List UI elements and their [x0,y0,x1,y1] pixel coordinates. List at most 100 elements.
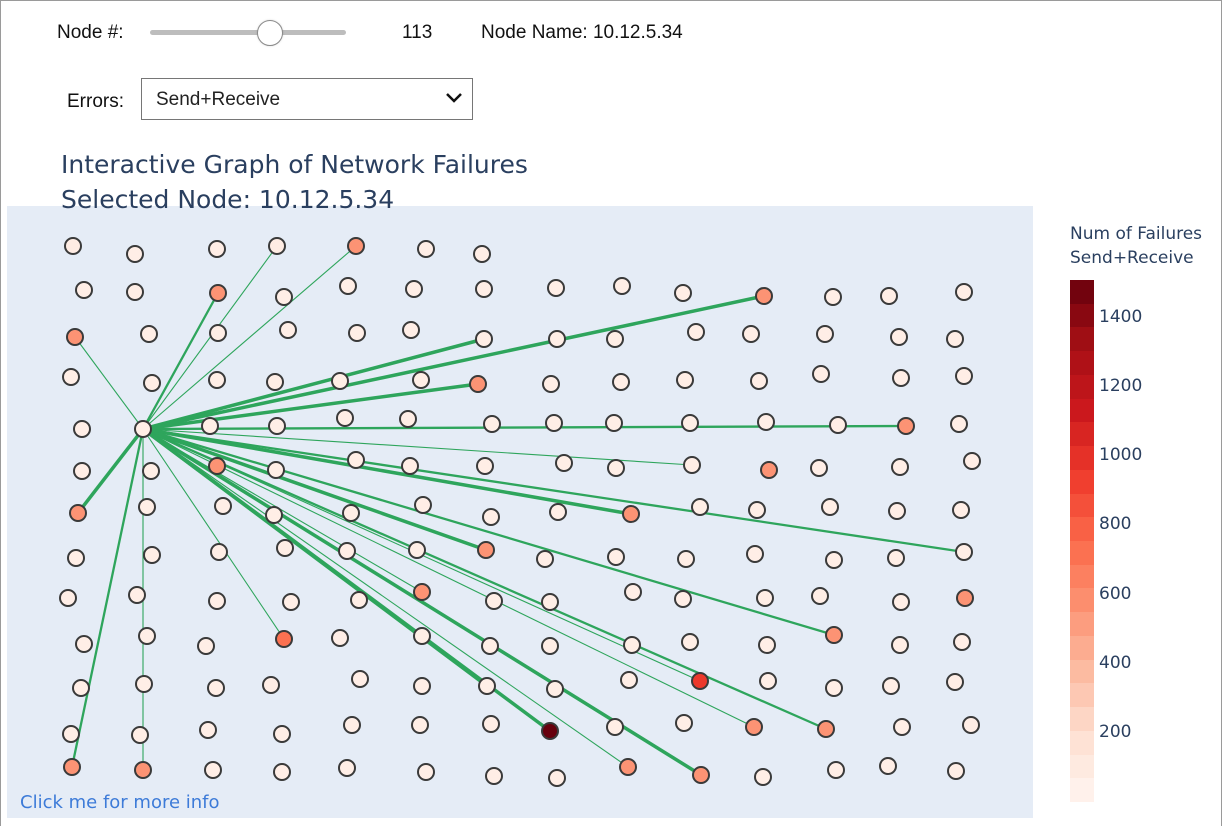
graph-node[interactable] [481,637,499,655]
graph-node[interactable] [69,504,87,522]
graph-node[interactable] [812,365,830,383]
graph-node[interactable] [331,372,349,390]
graph-node[interactable] [887,549,905,567]
graph-node[interactable] [207,679,225,697]
graph-node[interactable] [607,459,625,477]
graph-node[interactable] [746,545,764,563]
graph-node[interactable] [267,461,285,479]
graph-node[interactable] [143,374,161,392]
graph-edge[interactable] [142,427,827,731]
graph-node[interactable] [947,762,965,780]
graph-node[interactable] [541,593,559,611]
graph-node[interactable] [674,590,692,608]
graph-edge[interactable] [142,428,755,728]
graph-node[interactable] [142,462,160,480]
graph-node[interactable] [66,328,84,346]
graph-node[interactable] [483,415,501,433]
graph-node[interactable] [67,549,85,567]
graph-node[interactable] [892,369,910,387]
graph-node[interactable] [134,761,152,779]
graph-node[interactable] [62,368,80,386]
graph-edge[interactable] [142,245,357,430]
graph-node[interactable] [73,462,91,480]
graph-node[interactable] [72,679,90,697]
graph-node[interactable] [548,330,566,348]
graph-node[interactable] [620,671,638,689]
graph-node[interactable] [612,373,630,391]
graph-node[interactable] [546,680,564,698]
graph-node[interactable] [208,592,226,610]
graph-node[interactable] [676,371,694,389]
graph-edge[interactable] [74,336,144,430]
graph-edge[interactable] [142,245,278,430]
graph-node[interactable] [347,237,365,255]
graph-node[interactable] [482,508,500,526]
graph-node[interactable] [475,330,493,348]
graph-node[interactable] [623,636,641,654]
graph-node[interactable] [891,636,909,654]
graph-node[interactable] [953,633,971,651]
graph-node[interactable] [605,414,623,432]
graph-node[interactable] [405,280,423,298]
graph-node[interactable] [201,417,219,435]
graph-node[interactable] [547,279,565,297]
graph-node[interactable] [402,321,420,339]
selected-node[interactable] [134,420,152,438]
graph-node[interactable] [757,413,775,431]
graph-node[interactable] [62,725,80,743]
slider-thumb[interactable] [257,20,283,46]
graph-node[interactable] [339,277,357,295]
graph-node[interactable] [476,457,494,475]
graph-node[interactable] [273,763,291,781]
graph-node[interactable] [692,766,710,784]
graph-node[interactable] [265,506,283,524]
graph-edge[interactable] [142,427,702,777]
graph-node[interactable] [408,541,426,559]
graph-node[interactable] [811,587,829,605]
graph-node[interactable] [63,758,81,776]
graph-node[interactable] [412,371,430,389]
graph-node[interactable] [210,543,228,561]
graph-node[interactable] [891,458,909,476]
graph-edge[interactable] [142,427,632,516]
graph-edge[interactable] [76,427,145,515]
more-info-link[interactable]: Click me for more info [20,792,220,813]
graph-node[interactable] [273,725,291,743]
graph-node[interactable] [126,245,144,263]
graph-node[interactable] [683,456,701,474]
graph-node[interactable] [882,677,900,695]
graph-node[interactable] [336,409,354,427]
graph-node[interactable] [606,718,624,736]
graph-node[interactable] [880,287,898,305]
graph-node[interactable] [469,375,487,393]
graph-node[interactable] [946,673,964,691]
graph-node[interactable] [607,548,625,566]
graph-node[interactable] [750,372,768,390]
graph-node[interactable] [208,240,226,258]
graph-node[interactable] [955,543,973,561]
graph-node[interactable] [542,375,560,393]
graph-node[interactable] [131,726,149,744]
graph-edge[interactable] [142,427,835,637]
graph-node[interactable] [342,504,360,522]
graph-node[interactable] [338,759,356,777]
graph-node[interactable] [338,542,356,560]
graph-edge[interactable] [142,337,485,431]
graph-node[interactable] [893,718,911,736]
graph-node[interactable] [266,373,284,391]
graph-node[interactable] [275,288,293,306]
graph-node[interactable] [350,591,368,609]
graph-node[interactable] [758,636,776,654]
graph-node[interactable] [347,451,365,469]
graph-node[interactable] [955,283,973,301]
graph-node[interactable] [619,758,637,776]
graph-node[interactable] [675,714,693,732]
graph-node[interactable] [413,583,431,601]
graph-node[interactable] [950,415,968,433]
graph-node[interactable] [748,501,766,519]
graph-node[interactable] [879,757,897,775]
graph-node[interactable] [548,769,566,787]
graph-node[interactable] [742,325,760,343]
graph-node[interactable] [681,414,699,432]
graph-node[interactable] [413,627,431,645]
